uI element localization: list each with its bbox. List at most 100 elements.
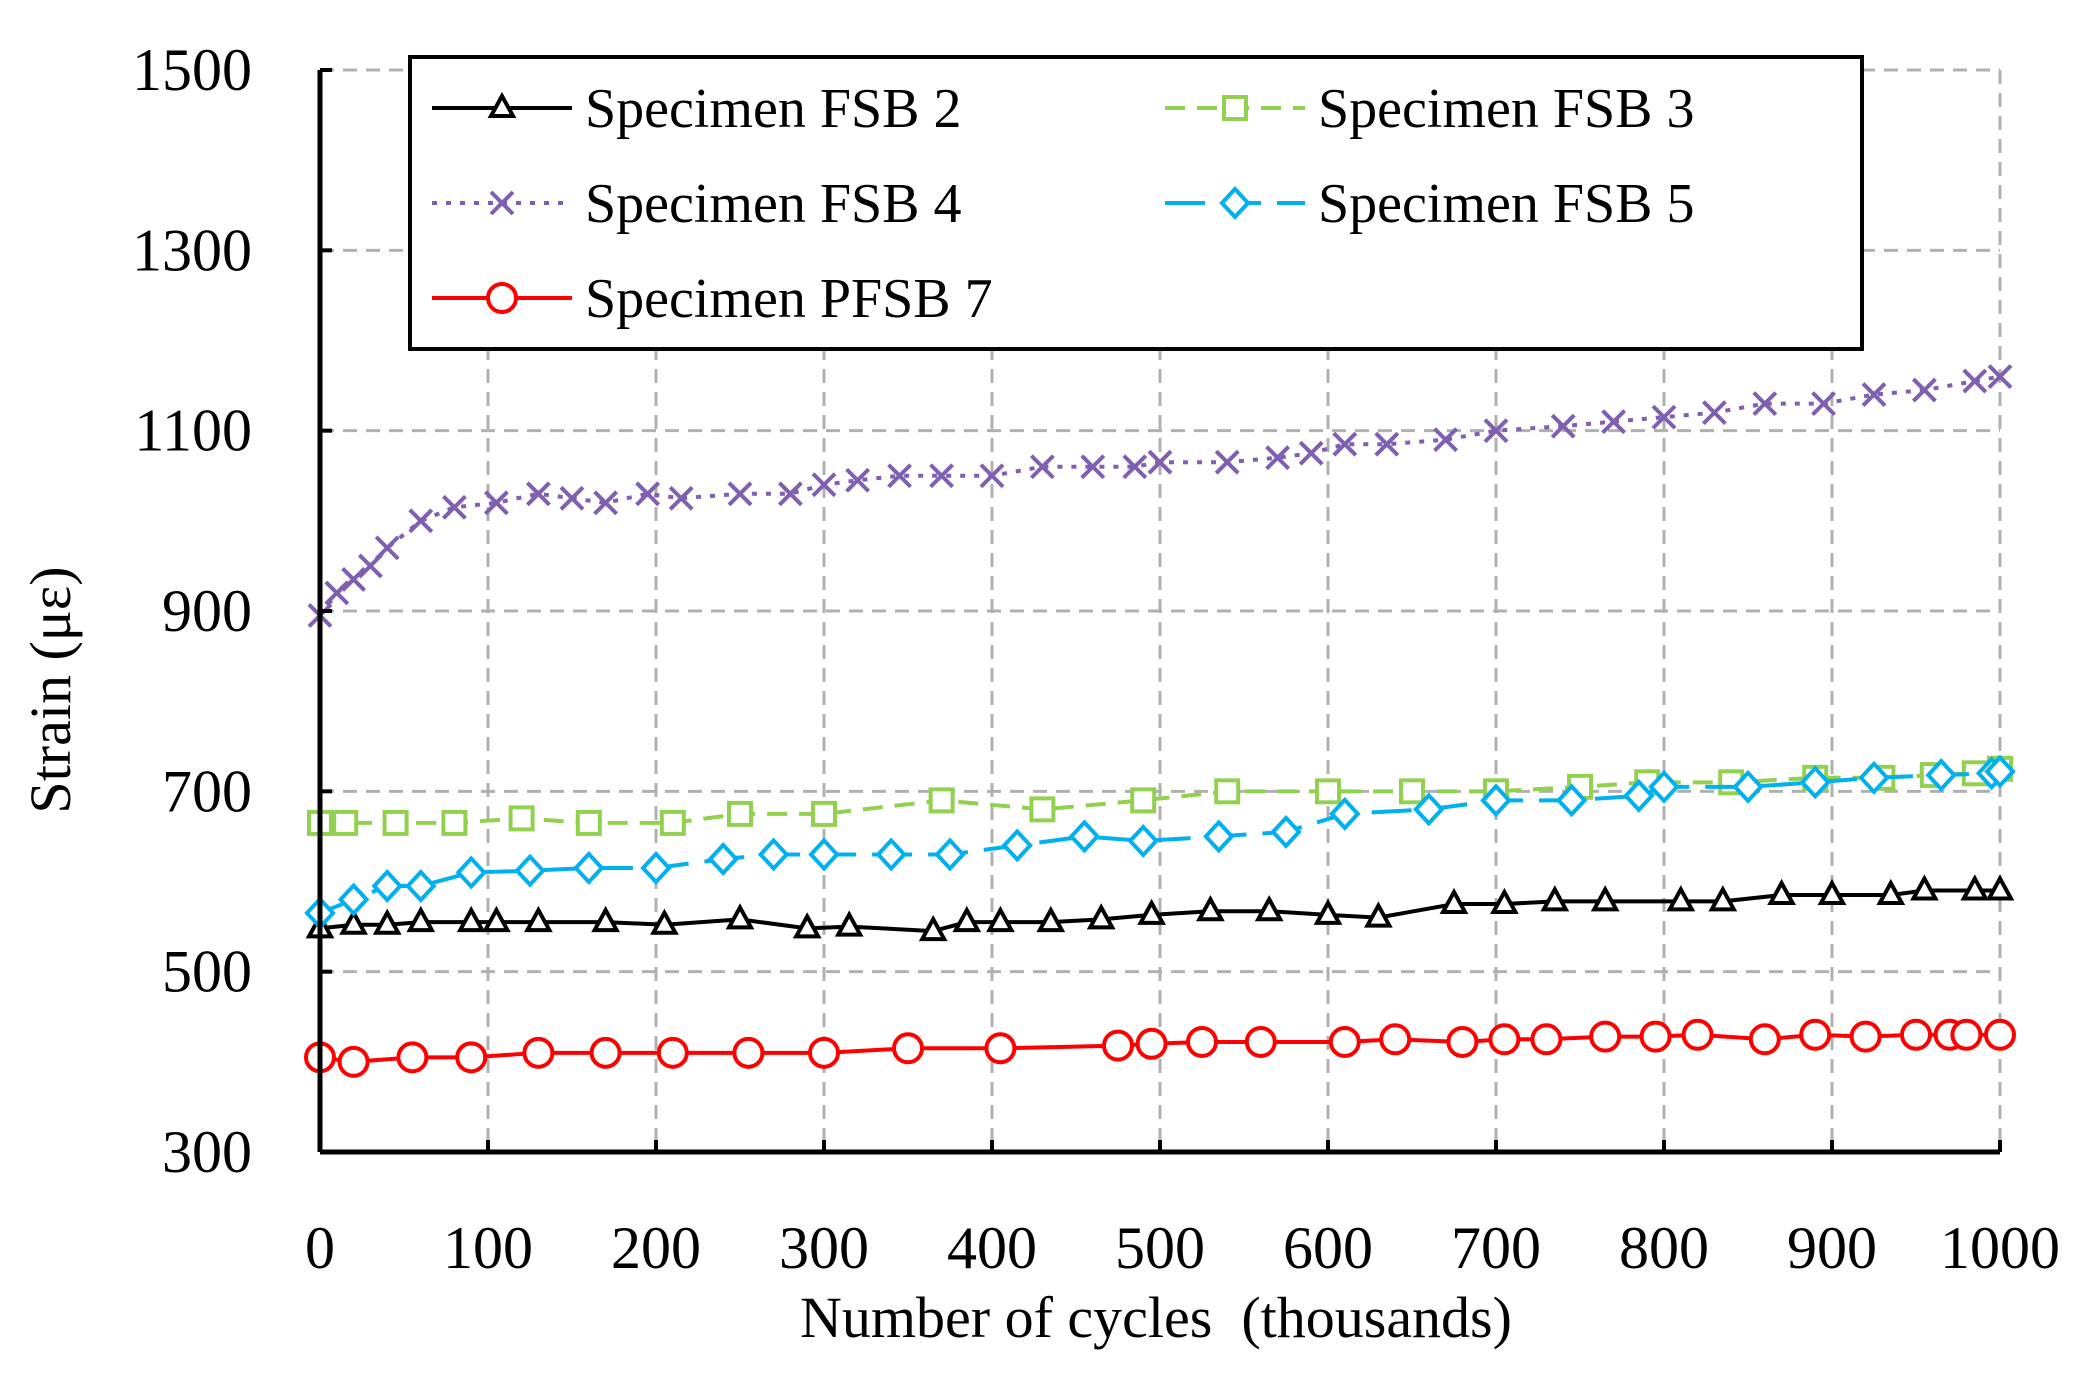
data-point: [928, 787, 955, 814]
data-point: [1086, 903, 1116, 930]
data-point: [1490, 887, 1519, 915]
data-point: [1861, 382, 1887, 408]
legend-swatch-marker: [1219, 186, 1251, 220]
y-axis-title: Strain (με): [18, 566, 83, 813]
data-point: [1555, 783, 1588, 818]
data-point: [845, 467, 871, 493]
x-tick-label: 0: [305, 1215, 335, 1281]
data-point: [1748, 1023, 1781, 1056]
data-point: [405, 869, 437, 903]
x-tick-label: 400: [947, 1215, 1037, 1281]
data-point: [1001, 828, 1033, 863]
data-point: [1102, 1029, 1134, 1062]
data-point: [1550, 413, 1576, 439]
data-point: [382, 809, 409, 836]
data-point: [1648, 769, 1680, 804]
data-point: [1708, 885, 1738, 912]
data-point: [374, 535, 400, 561]
data-point: [732, 1036, 765, 1069]
data-point: [887, 463, 913, 489]
data-point: [1639, 1020, 1672, 1053]
legend-swatch-marker: [487, 91, 517, 118]
legend-box: [408, 55, 1864, 351]
data-point: [727, 481, 753, 507]
legend-item: Specimen FSB 4: [432, 173, 961, 235]
legend-item: Specimen FSB 5: [1165, 173, 1694, 235]
data-point: [1623, 778, 1655, 813]
tick-labels: 0 100 200 300 400 500 600 700 800 900 1000 300 500 70…: [132, 37, 2060, 1281]
data-point: [508, 805, 535, 832]
data-point: [1900, 1018, 1932, 1051]
x-tick-label: 100: [443, 1215, 533, 1281]
data-point: [1379, 1023, 1412, 1056]
data-point: [525, 481, 551, 507]
data-point: [559, 485, 585, 511]
data-point: [1029, 454, 1055, 480]
data-point: [1817, 878, 1847, 906]
data-point: [707, 842, 739, 876]
data-point: [635, 481, 661, 507]
data-point: [1987, 364, 2013, 389]
data-point: [1984, 1018, 2016, 1051]
data-point: [1214, 449, 1240, 475]
data-point: [979, 463, 1005, 489]
data-point: [1752, 391, 1778, 417]
data-point: [1601, 409, 1627, 435]
data-point: [1203, 819, 1235, 854]
data-point: [1799, 1018, 1832, 1051]
data-point: [593, 490, 619, 516]
data-point: [1950, 1018, 1983, 1051]
data-point: [792, 912, 822, 939]
data-point: [984, 1032, 1017, 1065]
legend-swatch-marker: [1222, 95, 1248, 121]
data-point: [1811, 391, 1837, 417]
data-point: [986, 905, 1015, 933]
data-point: [1589, 1020, 1622, 1053]
y-tick-label: 900: [162, 578, 252, 644]
data-point: [640, 851, 672, 885]
data-point: [1127, 823, 1159, 858]
data-point: [1651, 404, 1677, 430]
data-point: [1984, 754, 2016, 789]
data-point: [727, 800, 753, 827]
data-point: [455, 1041, 488, 1074]
legend-swatch-marker: [489, 190, 515, 216]
data-point: [339, 908, 368, 935]
data-point: [811, 800, 837, 827]
data-point: [1480, 783, 1512, 818]
data-point: [1186, 1025, 1218, 1058]
data-point: [725, 903, 755, 930]
data-point: [1029, 796, 1056, 823]
data-point: [918, 914, 948, 942]
data-point: [1858, 760, 1890, 795]
data-point: [1130, 787, 1157, 814]
data-point: [1270, 814, 1302, 849]
legend-item: Specimen FSB 2: [432, 78, 961, 140]
data-point: [589, 1036, 622, 1069]
legend-label: Specimen FSB 4: [585, 173, 961, 235]
data-point: [757, 837, 790, 872]
data-point: [522, 1036, 555, 1069]
data-point: [808, 837, 840, 872]
data-point: [456, 905, 486, 933]
data-point: [483, 490, 509, 516]
data-point: [1530, 1023, 1563, 1056]
data-point: [1313, 898, 1343, 925]
data-point: [1540, 885, 1570, 912]
y-tick-label: 300: [162, 1119, 252, 1185]
legend-item: Specimen FSB 3: [1165, 78, 1694, 140]
data-point: [659, 809, 686, 836]
data-point: [1328, 1025, 1361, 1058]
legend: Specimen FSB 2 Specimen FSB 3 Specimen FSB…: [408, 55, 1864, 351]
y-tick-label: 500: [162, 939, 252, 1005]
data-point: [934, 837, 966, 872]
data-point: [650, 908, 679, 935]
data-point: [591, 905, 620, 933]
data-point: [372, 908, 402, 935]
data-point: [324, 580, 350, 606]
data-point: [929, 463, 955, 489]
legend-label: Specimen PFSB 7: [585, 268, 993, 330]
data-point: [1960, 874, 1990, 901]
data-point: [1254, 895, 1284, 922]
data-point: [1364, 901, 1393, 928]
